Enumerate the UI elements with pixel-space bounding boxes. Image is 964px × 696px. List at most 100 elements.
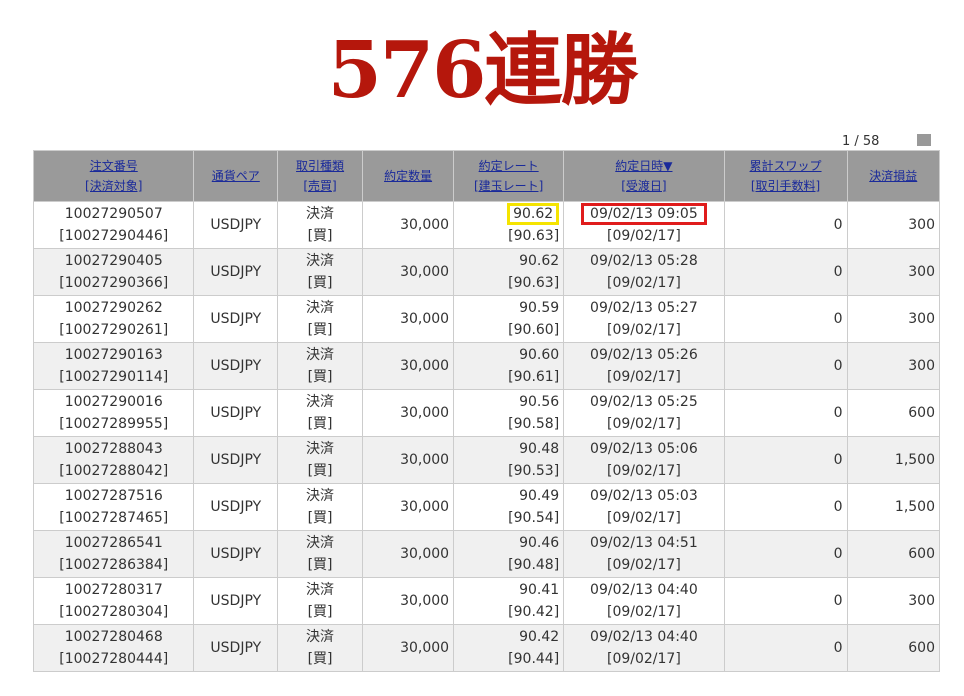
table-row: 10027286541 [10027286384] USDJPY 決済 [買] 30,00… bbox=[32, 530, 940, 578]
cell-value: 0 bbox=[833, 593, 843, 609]
table-cell: USDJPY bbox=[193, 530, 279, 578]
table-cell: USDJPY bbox=[193, 483, 279, 531]
cell-value: 30,000 bbox=[400, 405, 450, 421]
sort-link[interactable]: [決済対象] bbox=[85, 179, 143, 193]
table-cell: 決済 [買] bbox=[277, 342, 364, 390]
cell-value: 09/02/13 04:40 bbox=[590, 629, 698, 645]
cell-value: 10027287516 bbox=[64, 488, 163, 504]
table-cell: 決済 [買] bbox=[277, 201, 364, 249]
column-header[interactable]: 約定日時▼ [受渡日] bbox=[563, 150, 725, 202]
cell-value: USDJPY bbox=[210, 358, 262, 374]
table-cell: 90.48 [90.53] bbox=[453, 436, 565, 484]
cell-value: 09/02/13 05:25 bbox=[590, 394, 698, 410]
cell-value: 30,000 bbox=[400, 546, 450, 562]
table-cell: 0 bbox=[723, 483, 848, 531]
table-cell: 決済 [買] bbox=[277, 530, 364, 578]
table-cell: 600 bbox=[846, 389, 940, 437]
cell-value: 1,500 bbox=[894, 499, 935, 515]
cell-value: 09/02/13 05:06 bbox=[590, 441, 698, 457]
cell-value: 0 bbox=[833, 264, 843, 280]
cell-subvalue: [90.63] bbox=[508, 228, 560, 244]
column-header[interactable]: 通貨ペア bbox=[193, 150, 279, 202]
cell-subvalue: [09/02/17] bbox=[606, 651, 681, 667]
table-row: 10027288043 [10027288042] USDJPY 決済 [買] 30,00… bbox=[32, 436, 940, 484]
cell-subvalue: [買] bbox=[307, 651, 333, 667]
sort-link[interactable]: [取引手数料] bbox=[750, 179, 821, 193]
sort-link[interactable]: 通貨ペア bbox=[211, 169, 260, 183]
table-cell: 90.62 [90.63] bbox=[453, 248, 565, 296]
cell-subvalue: [09/02/17] bbox=[606, 557, 681, 573]
sort-link[interactable]: [受渡日] bbox=[621, 179, 667, 193]
table-cell: 09/02/13 05:25 [09/02/17] bbox=[563, 389, 725, 437]
table-cell: 600 bbox=[846, 530, 940, 578]
column-header[interactable]: 約定数量 bbox=[362, 150, 455, 202]
cell-value: 30,000 bbox=[400, 264, 450, 280]
cell-subvalue: [10027289955] bbox=[59, 416, 169, 432]
table-cell: 30,000 bbox=[362, 201, 455, 249]
table-cell: 0 bbox=[723, 577, 848, 625]
table-row: 10027290262 [10027290261] USDJPY 決済 [買] 30,00… bbox=[32, 295, 940, 343]
table-cell: 決済 [買] bbox=[277, 577, 364, 625]
cell-value: 30,000 bbox=[400, 593, 450, 609]
table-cell: 10027290163 [10027290114] bbox=[32, 342, 195, 390]
table-cell: 90.56 [90.58] bbox=[453, 389, 565, 437]
table-cell: USDJPY bbox=[193, 342, 279, 390]
sort-link[interactable]: 累計スワップ bbox=[749, 159, 822, 173]
cell-value: USDJPY bbox=[210, 311, 262, 327]
cell-value: 30,000 bbox=[400, 358, 450, 374]
table-cell: 30,000 bbox=[362, 624, 455, 672]
sort-link[interactable]: 注文番号 bbox=[89, 159, 138, 173]
table-cell: 09/02/13 09:05 [09/02/17] bbox=[563, 201, 725, 249]
table-cell: 30,000 bbox=[362, 248, 455, 296]
cell-value: USDJPY bbox=[210, 640, 262, 656]
cell-value: 0 bbox=[833, 405, 843, 421]
sort-link[interactable]: 決済損益 bbox=[869, 169, 918, 183]
sort-link[interactable]: 約定レート bbox=[478, 159, 539, 173]
cell-value: 0 bbox=[833, 499, 843, 515]
table-cell: 90.49 [90.54] bbox=[453, 483, 565, 531]
table-cell: 決済 [買] bbox=[277, 248, 364, 296]
cell-value: 09/02/13 05:03 bbox=[590, 488, 698, 504]
sort-link[interactable]: 取引種類 bbox=[296, 159, 345, 173]
table-cell: 09/02/13 05:27 [09/02/17] bbox=[563, 295, 725, 343]
column-header[interactable]: 累計スワップ [取引手数料] bbox=[723, 150, 848, 202]
cell-value: 90.48 bbox=[519, 441, 560, 457]
table-cell: 0 bbox=[723, 530, 848, 578]
column-header[interactable]: 取引種類 [売買] bbox=[277, 150, 364, 202]
table-cell: 90.62 [90.63] bbox=[453, 201, 565, 249]
cell-value: 90.56 bbox=[519, 394, 560, 410]
cell-subvalue: [90.44] bbox=[508, 651, 560, 667]
cell-value: 10027290262 bbox=[64, 300, 163, 316]
column-header[interactable]: 約定レート [建玉レート] bbox=[453, 150, 565, 202]
cell-subvalue: [10027288042] bbox=[59, 463, 169, 479]
cell-value: 300 bbox=[908, 264, 935, 280]
sort-link[interactable]: [建玉レート] bbox=[473, 179, 544, 193]
table-cell: 決済 [買] bbox=[277, 624, 364, 672]
table-cell: 300 bbox=[846, 248, 940, 296]
table-cell: 09/02/13 05:06 [09/02/17] bbox=[563, 436, 725, 484]
cell-value: 0 bbox=[833, 311, 843, 327]
cell-value: 300 bbox=[908, 217, 935, 233]
cell-value: 90.59 bbox=[519, 300, 560, 316]
sort-link[interactable]: 約定日時▼ bbox=[615, 159, 673, 173]
table-row: 10027290507 [10027290446] USDJPY 決済 [買] 30,00… bbox=[32, 201, 940, 249]
table-cell: 0 bbox=[723, 342, 848, 390]
cell-subvalue: [90.63] bbox=[508, 275, 560, 291]
next-page-icon[interactable] bbox=[917, 134, 931, 146]
table-cell: 決済 [買] bbox=[277, 389, 364, 437]
cell-value: 90.60 bbox=[519, 347, 560, 363]
sort-link[interactable]: 約定数量 bbox=[384, 169, 433, 183]
cell-value: USDJPY bbox=[210, 217, 262, 233]
cell-subvalue: [10027290261] bbox=[59, 322, 169, 338]
column-header[interactable]: 注文番号 [決済対象] bbox=[32, 150, 195, 202]
cell-subvalue: [10027280444] bbox=[59, 651, 169, 667]
cell-value: 10027280468 bbox=[64, 629, 163, 645]
table-row: 10027290016 [10027289955] USDJPY 決済 [買] 30,00… bbox=[32, 389, 940, 437]
table-cell: 10027288043 [10027288042] bbox=[32, 436, 195, 484]
cell-subvalue: [買] bbox=[307, 322, 333, 338]
table-row: 10027290405 [10027290366] USDJPY 決済 [買] 30,00… bbox=[32, 248, 940, 296]
sort-link[interactable]: [売買] bbox=[303, 179, 337, 193]
cell-value: USDJPY bbox=[210, 593, 262, 609]
cell-value: 09/02/13 05:27 bbox=[590, 300, 698, 316]
column-header[interactable]: 決済損益 bbox=[846, 150, 940, 202]
